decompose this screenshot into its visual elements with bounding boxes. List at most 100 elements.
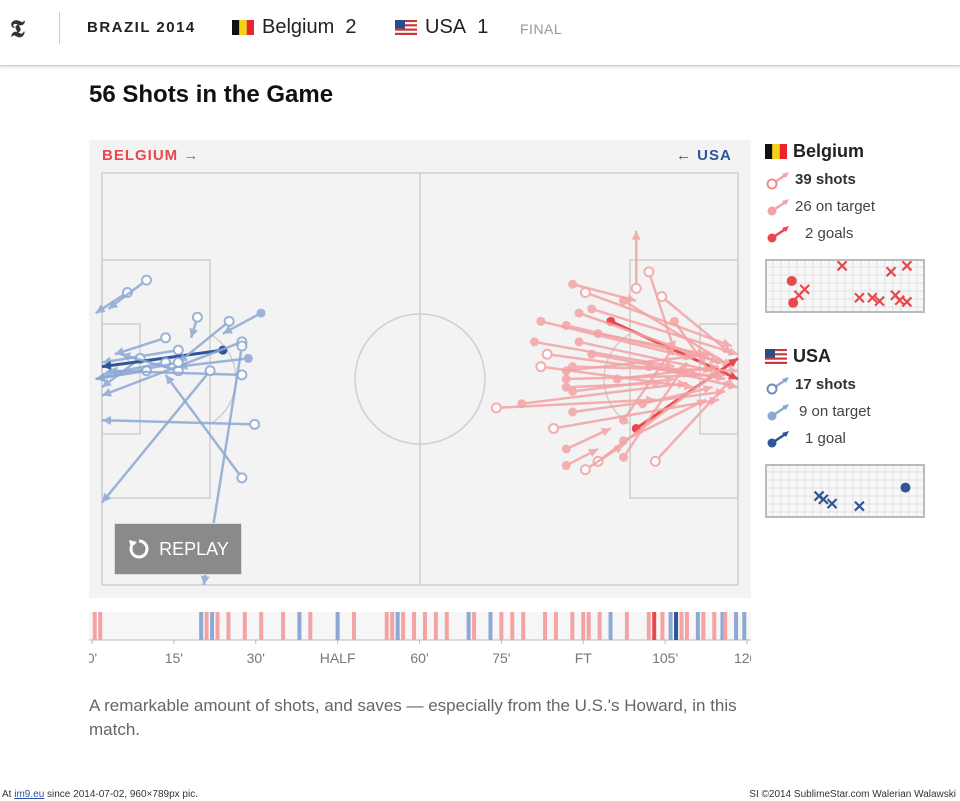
usa-shot-arrowhead xyxy=(222,325,233,334)
timeline-shot-bar xyxy=(695,612,700,640)
belgium-shot-arrowhead xyxy=(677,379,688,389)
timeline-shot-bar xyxy=(444,612,449,640)
usa-shot-origin xyxy=(172,344,184,356)
usa-shot-path xyxy=(101,369,212,504)
usa-shot-origin xyxy=(141,274,153,286)
usa-goalmouth xyxy=(765,464,925,518)
open-shot-icon xyxy=(766,376,789,394)
belgium-shot-origin xyxy=(638,399,648,409)
belgium-shot-path xyxy=(654,378,733,463)
saved-shot-marker xyxy=(854,292,865,304)
usa-shot-origin xyxy=(249,418,261,430)
belgium-shot xyxy=(630,230,642,294)
belgium-shot xyxy=(587,304,739,356)
belgium-flag-icon xyxy=(232,20,254,35)
belgium-shot xyxy=(561,447,599,471)
home-team-score: Belgium 2 xyxy=(232,16,357,39)
usa-shot-arrowhead xyxy=(95,373,106,383)
usa-shot-origin xyxy=(172,357,184,369)
usa-legend: USA 17 shots 9 on target 1 goal xyxy=(765,346,945,523)
usa-shot-origin xyxy=(236,472,248,484)
home-team-name: Belgium xyxy=(262,16,335,38)
usa-shot-arrowhead xyxy=(102,378,112,388)
usa-shot xyxy=(222,308,266,335)
belgium-shot-origin xyxy=(568,407,578,417)
top-bar: 𝕿 BRAZIL 2014 Belgium 2 USA 1 FINAL xyxy=(0,0,960,66)
belgium-shot-arrowhead xyxy=(708,355,719,364)
saved-shot-marker xyxy=(836,260,848,272)
belgium-shot-path xyxy=(566,381,662,389)
timeline-shot-bar xyxy=(412,612,417,640)
saved-shot-marker xyxy=(854,500,865,512)
belgium-shot-arrowhead xyxy=(696,399,707,408)
belgium-shot xyxy=(536,316,694,361)
timeline-shot-bar xyxy=(215,612,220,640)
belgium-shot-origin xyxy=(536,316,546,326)
belgium-shot-origin xyxy=(574,337,584,347)
timeline-shot-bar xyxy=(466,612,471,640)
belgium-shot-origin xyxy=(561,461,571,471)
belgium-legend: Belgium 39 shots 26 on target 2 goals xyxy=(765,141,945,318)
belgium-shot-origin xyxy=(587,304,597,314)
timeline-shot-bar xyxy=(226,612,231,640)
usa-legend-title: USA xyxy=(765,346,945,367)
usa-legend-name: USA xyxy=(793,346,832,366)
timeline-shot-bar xyxy=(652,612,657,640)
tournament-label: BRAZIL 2014 xyxy=(87,19,196,36)
usa-shot-arrowhead xyxy=(102,388,113,397)
usa-shot-path xyxy=(164,374,243,479)
belgium-shot-path xyxy=(521,381,688,405)
belgium-shot-arrowhead xyxy=(702,384,713,394)
belgium-shot-origin xyxy=(669,316,679,326)
belgium-shot-path xyxy=(647,271,676,351)
usa-shot-arrowhead xyxy=(165,374,175,385)
belgium-shot-arrowhead xyxy=(727,371,738,380)
belgium-shot-arrowhead xyxy=(721,338,732,348)
usa-flag-icon xyxy=(395,20,417,35)
belgium-shot xyxy=(669,316,708,368)
usa-shots-count: 17 shots xyxy=(795,376,856,393)
belgium-shot-origin xyxy=(561,366,571,376)
footer-link[interactable]: im9.eu xyxy=(14,789,45,800)
footer-suffix: since 2014-07-02, 960×789px pic. xyxy=(44,789,198,800)
usa-shot-arrowhead xyxy=(95,304,106,314)
away-team-score: USA 1 xyxy=(395,16,488,39)
usa-shot-path xyxy=(101,340,243,397)
saved-shot-marker xyxy=(885,266,897,277)
nyt-logo[interactable]: 𝕿 xyxy=(10,14,25,43)
replay-button[interactable]: REPLAY xyxy=(114,523,242,575)
timeline-shot-bar xyxy=(553,612,558,640)
timeline-tick-label: 0' xyxy=(89,650,97,666)
usa-shot xyxy=(107,274,153,310)
timeline-shot-bar xyxy=(92,612,97,640)
saved-shot-marker xyxy=(826,498,838,509)
match-status: FINAL xyxy=(520,21,563,37)
belgium-shot-arrowhead xyxy=(652,379,662,389)
timeline-shot-bar xyxy=(242,612,247,640)
belgium-shot-origin xyxy=(579,464,591,476)
goal-shot-icon xyxy=(767,430,789,447)
belgium-shot xyxy=(579,443,625,476)
timeline-tick-label: 75' xyxy=(492,650,510,666)
caption: A remarkable amount of shots, and saves … xyxy=(89,696,737,739)
belgium-shot-path xyxy=(660,295,733,356)
timeline-tick-label: 120' xyxy=(734,650,751,666)
belgium-shot-arrowhead xyxy=(703,350,713,360)
belgium-shot-path xyxy=(553,398,720,430)
belgium-shot-arrowhead xyxy=(722,379,732,389)
timeline-shot-bar xyxy=(586,612,591,640)
timeline-shot-bar xyxy=(543,612,548,640)
timeline-shot-bar xyxy=(281,612,286,640)
timeline-shot-bar xyxy=(734,612,739,640)
belgium-shot-origin xyxy=(612,374,622,384)
belgium-shot-origin xyxy=(574,308,584,318)
usa-shots-row: 17 shots xyxy=(765,371,945,398)
belgium-shot-arrowhead xyxy=(728,366,738,376)
timeline-tick-label: FT xyxy=(575,650,593,666)
timeline-shot-bar xyxy=(335,612,340,640)
timeline-shot-bar xyxy=(608,612,613,640)
home-score: 2 xyxy=(345,16,357,38)
usa-shot-path xyxy=(177,320,230,364)
timeline-shot-bar xyxy=(701,612,706,640)
saved-shot-marker xyxy=(874,295,885,307)
